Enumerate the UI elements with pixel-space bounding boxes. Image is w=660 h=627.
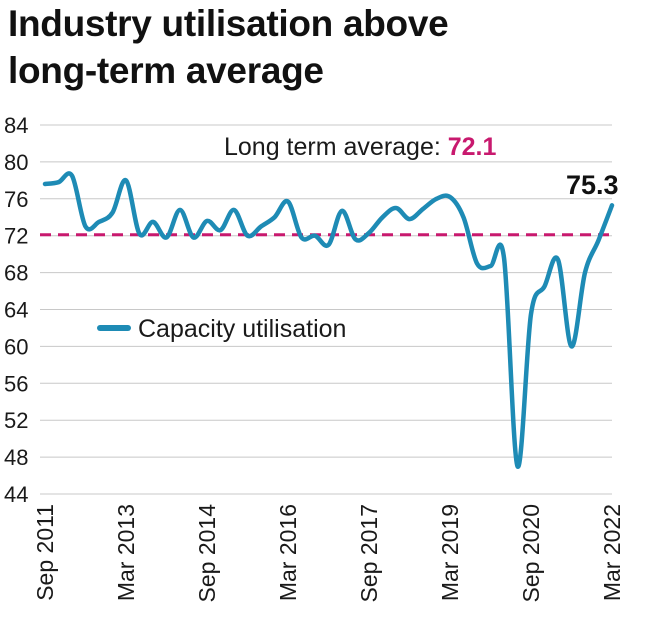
- x-tick-label: Mar 2019: [437, 504, 463, 601]
- legend: Capacity utilisation: [97, 315, 346, 343]
- y-tick-label: 56: [4, 371, 28, 396]
- y-tick-label: 60: [4, 334, 28, 359]
- y-tick-label: 52: [4, 408, 28, 433]
- chart-title-line-2: long-term average: [8, 50, 324, 91]
- end-value-text: 75.3: [566, 170, 619, 200]
- x-tick-label: Mar 2016: [275, 504, 301, 601]
- y-axis-ticks: 44 48 52 56 60 64 68 72 76 80 84: [4, 113, 28, 507]
- x-tick-label: Mar 2022: [599, 504, 625, 601]
- y-tick-label: 84: [4, 113, 28, 138]
- y-tick-label: 44: [4, 482, 28, 507]
- x-axis-ticks: Sep 2011 Mar 2013 Sep 2014 Mar 2016 Sep 2017…: [32, 504, 625, 603]
- series-group: [42, 171, 615, 469]
- chart-title-line-1: Industry utilisation above: [8, 3, 449, 44]
- legend-label: Capacity utilisation: [138, 315, 346, 343]
- x-tick-label: Sep 2020: [518, 504, 544, 602]
- y-tick-label: 48: [4, 445, 28, 470]
- end-value-label: 75.3: [566, 170, 619, 200]
- capacity-utilisation-line: [42, 171, 615, 469]
- x-tick-label: Sep 2014: [194, 504, 220, 603]
- average-label-text: Long term average:: [224, 133, 448, 161]
- y-tick-label: 64: [4, 298, 28, 323]
- chart-title: Industry utilisation above long-term ave…: [8, 0, 648, 94]
- y-tick-label: 72: [4, 224, 28, 249]
- x-tick-label: Sep 2011: [32, 504, 58, 601]
- long-term-average: Long term average: 72.1: [40, 133, 612, 237]
- average-label: Long term average: 72.1: [224, 133, 497, 161]
- x-tick-label: Sep 2017: [356, 504, 382, 602]
- average-value: 72.1: [448, 133, 497, 161]
- y-tick-label: 80: [4, 150, 28, 175]
- y-tick-label: 68: [4, 261, 28, 286]
- x-tick-label: Mar 2013: [113, 504, 139, 601]
- y-tick-label: 76: [4, 187, 28, 212]
